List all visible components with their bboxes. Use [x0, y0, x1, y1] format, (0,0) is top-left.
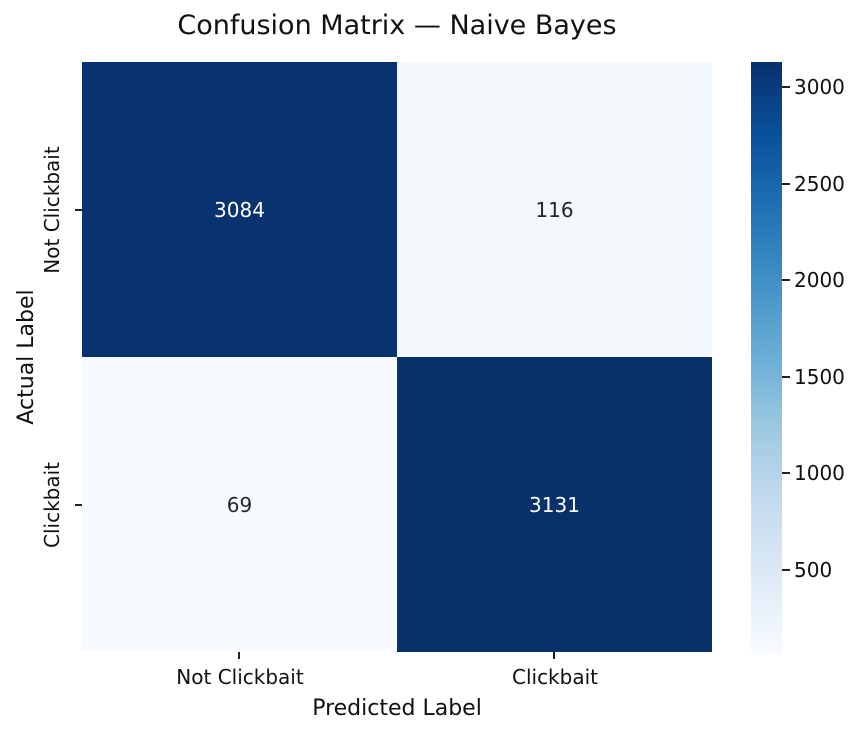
- heatmap-cell-tn: 3084: [82, 62, 397, 357]
- y-tick-label-clickbait: Clickbait: [40, 461, 64, 549]
- x-tick-label-not-clickbait: Not Clickbait: [176, 665, 304, 689]
- colorbar-tick-mark: [782, 86, 790, 88]
- chart-title: Confusion Matrix — Naive Bayes: [177, 10, 617, 41]
- colorbar-tick-label-1000: 1000: [794, 461, 845, 485]
- colorbar-tick-label-500: 500: [794, 558, 833, 582]
- colorbar-tick-mark: [782, 569, 790, 571]
- x-tick-mark: [238, 652, 240, 659]
- x-tick-label-clickbait: Clickbait: [511, 665, 598, 689]
- y-tick-label-not-clickbait: Not Clickbait: [40, 146, 64, 274]
- colorbar-tick-mark: [782, 472, 790, 474]
- y-tick-mark: [75, 209, 82, 211]
- cell-value: 3084: [214, 197, 265, 222]
- heatmap-cell-fp: 116: [397, 62, 712, 357]
- confusion-matrix-heatmap: 3084 116 69 3131: [82, 62, 712, 652]
- colorbar-tick-label-3000: 3000: [794, 75, 845, 99]
- colorbar-gradient: [751, 62, 782, 653]
- colorbar-tick-label-2500: 2500: [794, 172, 845, 196]
- x-axis-label: Predicted Label: [312, 696, 482, 721]
- cell-value: 116: [535, 197, 574, 222]
- colorbar-tick-mark: [782, 279, 790, 281]
- x-tick-mark: [553, 652, 555, 659]
- colorbar-tick-mark: [782, 183, 790, 185]
- cell-value: 69: [226, 492, 253, 517]
- cell-value: 3131: [529, 492, 580, 517]
- heatmap-cell-fn: 69: [82, 357, 397, 652]
- colorbar-tick-mark: [782, 376, 790, 378]
- colorbar-tick-label-2000: 2000: [794, 268, 845, 292]
- y-tick-mark: [75, 504, 82, 506]
- y-axis-label: Actual Label: [14, 289, 39, 425]
- heatmap-cell-tp: 3131: [397, 357, 712, 652]
- colorbar-tick-label-1500: 1500: [794, 365, 845, 389]
